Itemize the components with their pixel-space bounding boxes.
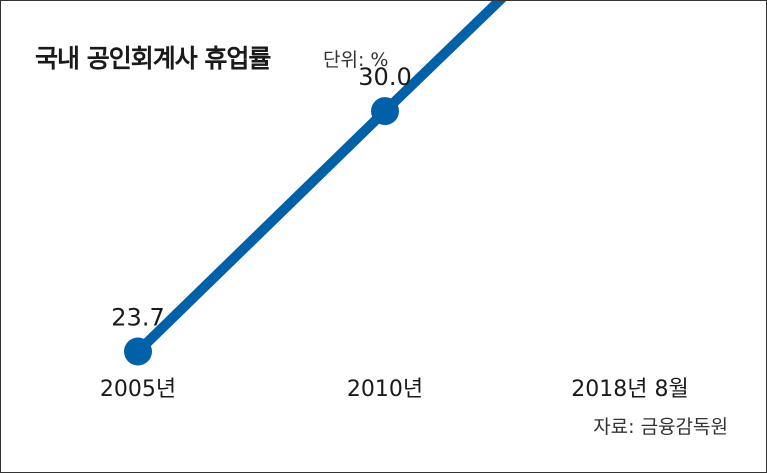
chart-title: 국내 공인회계사 휴업률 (35, 44, 271, 73)
category-label-2: 2010년 (347, 377, 423, 402)
data-label-1: 23.7 (111, 304, 164, 332)
data-label-2: 30.0 (358, 63, 411, 91)
source-note: 자료: 금융감독원 (593, 416, 728, 438)
data-point-1 (124, 337, 152, 366)
series-line (133, 1, 507, 357)
data-point-2 (371, 97, 399, 126)
unit-label: 단위: % (323, 49, 389, 71)
category-labels: 2005년 2010년 2018년 8월 (100, 377, 689, 402)
data-points (124, 97, 399, 366)
category-label-3: 2018년 8월 (571, 377, 688, 402)
category-label-1: 2005년 (100, 377, 176, 402)
data-labels: 23.730.036.2 (111, 63, 411, 332)
